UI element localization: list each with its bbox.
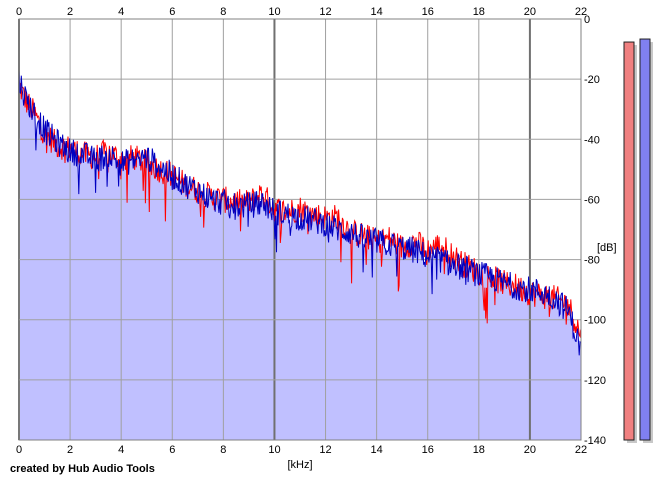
- x-tick-label-top: 0: [16, 6, 22, 18]
- level-meter-right: [639, 38, 651, 441]
- x-axis-label: [kHz]: [287, 459, 312, 471]
- x-tick-label-bottom: 22: [575, 444, 587, 456]
- x-tick-label-bottom: 14: [371, 444, 383, 456]
- x-tick-label-bottom: 4: [118, 444, 124, 456]
- x-tick-label-top: 6: [169, 6, 175, 18]
- y-axis-label: [dB]: [597, 242, 617, 254]
- y-tick-label: -100: [584, 315, 606, 327]
- x-tick-label-top: 22: [575, 6, 587, 18]
- series-line-blue: [18, 70, 582, 356]
- x-tick-label-top: 8: [220, 6, 226, 18]
- plot-frame: [18, 18, 582, 441]
- x-tick-label-bottom: 6: [169, 444, 175, 456]
- x-tick-label-top: 4: [118, 6, 124, 18]
- x-tick-label-bottom: 20: [524, 444, 536, 456]
- x-tick-label-bottom: 16: [422, 444, 434, 456]
- y-tick-label: -20: [584, 74, 600, 86]
- y-tick-label: -80: [584, 255, 600, 267]
- y-tick-label: -40: [584, 134, 600, 146]
- y-tick-label: -140: [584, 435, 606, 447]
- x-tick-label-top: 20: [524, 6, 536, 18]
- x-tick-label-bottom: 2: [67, 444, 73, 456]
- x-tick-label-bottom: 12: [319, 444, 331, 456]
- x-tick-label-bottom: 8: [220, 444, 226, 456]
- x-tick-label-top: 12: [319, 6, 331, 18]
- x-tick-label-top: 2: [67, 6, 73, 18]
- x-tick-label-bottom: 0: [16, 444, 22, 456]
- x-tick-label-top: 10: [268, 6, 280, 18]
- x-tick-label-top: 18: [473, 6, 485, 18]
- x-tick-label-bottom: 18: [473, 444, 485, 456]
- x-tick-label-bottom: 10: [268, 444, 280, 456]
- x-tick-label-top: 14: [371, 6, 383, 18]
- y-tick-label: 0: [584, 14, 590, 26]
- x-tick-label-top: 16: [422, 6, 434, 18]
- y-tick-label: -60: [584, 194, 600, 206]
- y-tick-label: -120: [584, 375, 606, 387]
- level-meter-left: [623, 41, 635, 441]
- spectrum-area-fill: [19, 70, 581, 440]
- credit-text: created by Hub Audio Tools: [10, 463, 155, 475]
